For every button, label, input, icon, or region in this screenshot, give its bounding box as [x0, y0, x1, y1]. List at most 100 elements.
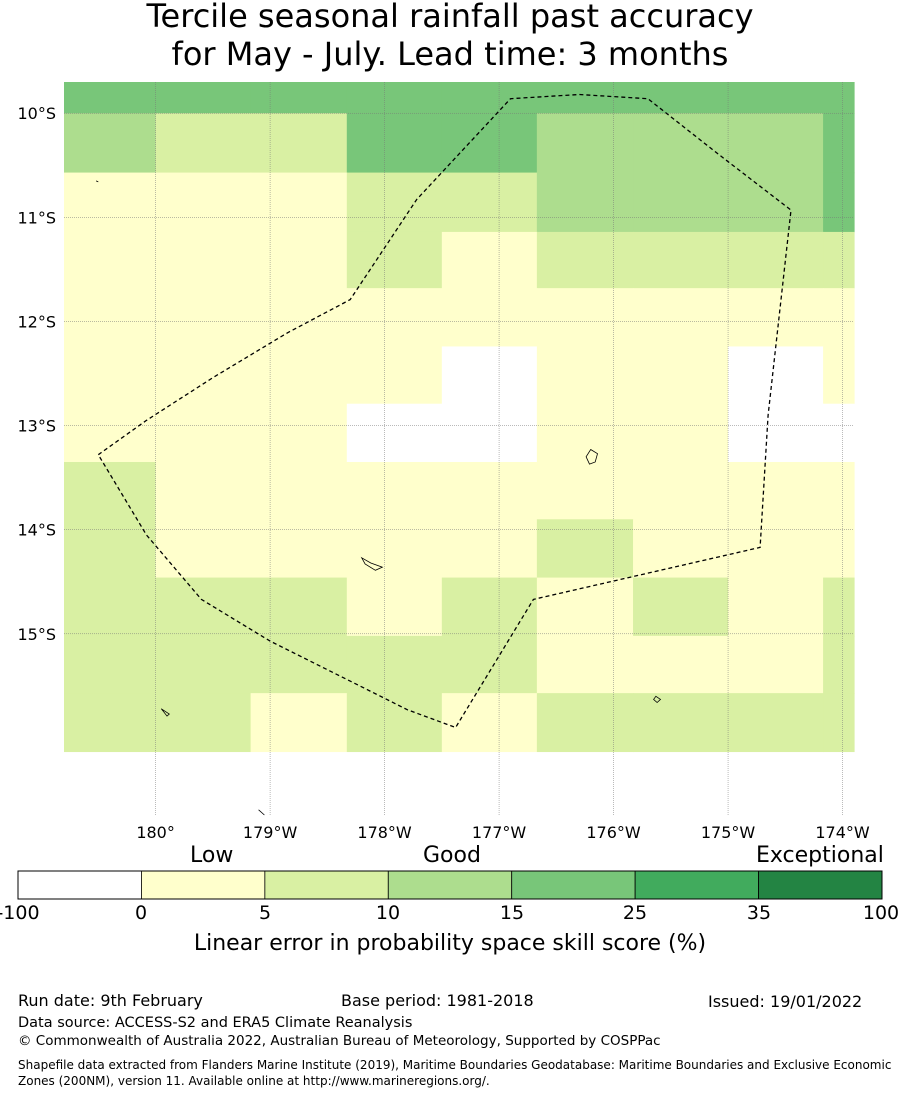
colorbar-segment [17, 870, 142, 900]
skill-cell [728, 635, 824, 694]
skill-cell [728, 288, 824, 348]
longitude-tick-label: 179°W [243, 823, 298, 842]
skill-cell [823, 635, 855, 694]
island-outline [585, 448, 598, 465]
skill-cell [250, 82, 348, 114]
skill-cell [728, 82, 824, 114]
skill-cell [823, 346, 855, 405]
skill-cell [155, 172, 252, 233]
island-outline [95, 180, 99, 183]
skill-cell [728, 577, 824, 637]
skill-cell [346, 519, 443, 579]
skill-cell [346, 82, 443, 114]
skill-cell [823, 577, 855, 637]
skill-cell [536, 82, 634, 114]
skill-cell [441, 346, 538, 405]
skill-cell [64, 172, 157, 233]
skill-grid [64, 82, 855, 753]
colorbar-tick: 10 [375, 902, 401, 924]
copyright: © Commonwealth of Australia 2022, Austra… [18, 1033, 661, 1049]
skill-cell [536, 403, 634, 463]
colorbar-tick: 100 [862, 902, 900, 924]
map-title-line-1: Tercile seasonal rainfall past accuracy [146, 0, 754, 35]
skill-cell [441, 635, 538, 694]
latitude-tick-label: 13°S [17, 417, 56, 436]
skill-cell [250, 346, 348, 405]
island-outline [258, 809, 265, 816]
skill-cell [728, 693, 824, 753]
skill-cell [64, 346, 157, 405]
colorbar-tick: 25 [622, 902, 648, 924]
skill-cell [536, 288, 634, 348]
skill-cell [155, 346, 252, 405]
skill-cell [64, 82, 157, 114]
skill-cell [64, 577, 157, 637]
skill-cell [441, 288, 538, 348]
skill-cell [346, 635, 443, 694]
skill-cell [441, 231, 538, 289]
skill-cell [823, 693, 855, 753]
latitude-tick-label: 10°S [17, 104, 56, 123]
shapefile-note: Shapefile data extracted from Flanders M… [18, 1058, 892, 1088]
skill-cell [728, 403, 824, 463]
island-outline [360, 556, 384, 571]
islands [95, 180, 662, 816]
skill-cell [823, 82, 855, 114]
skill-cell [633, 462, 729, 520]
skill-cell [823, 231, 855, 289]
map-title-line-2: for May - July. Lead time: 3 months [171, 35, 729, 73]
skill-cell [346, 288, 443, 348]
skill-cell [728, 462, 824, 520]
skill-cell [441, 693, 538, 753]
skill-cell [64, 519, 157, 579]
colorbar-frame [17, 870, 883, 900]
skill-cell [633, 113, 729, 174]
skill-cell [64, 231, 157, 289]
issued-date: Issued: 19/01/2022 [708, 992, 863, 1011]
skill-cell [728, 113, 824, 174]
longitude-tick-label: 176°W [586, 823, 641, 842]
latitude-tick-label: 12°S [17, 312, 56, 331]
skill-cell [633, 403, 729, 463]
skill-cell [633, 231, 729, 289]
skill-cell [64, 462, 157, 520]
skill-cell [633, 693, 729, 753]
colorbar-segment [634, 870, 759, 900]
longitude-tick-label: 175°W [701, 823, 756, 842]
skill-cell [346, 113, 443, 174]
skill-cell [536, 577, 634, 637]
skill-cell [441, 577, 538, 637]
longitude-tick-label: 178°W [357, 823, 412, 842]
skill-cell [64, 693, 157, 753]
skill-cell [536, 113, 634, 174]
skill-cell [155, 519, 252, 579]
skill-cell [155, 577, 252, 637]
skill-cell [250, 462, 348, 520]
skill-cell [250, 172, 348, 233]
colorbar-segment [511, 870, 636, 900]
skill-cell [441, 403, 538, 463]
skill-cell [346, 577, 443, 637]
colorbar-tick: 5 [258, 902, 272, 924]
skill-cell [346, 462, 443, 520]
latitude-ticks: 10°S 11°S 12°S 13°S 14°S 15°S [17, 104, 56, 644]
skill-cell [346, 693, 443, 753]
island-outline [160, 708, 170, 717]
skill-cell [728, 231, 824, 289]
skill-cell [346, 172, 443, 233]
skill-cell [155, 403, 252, 463]
skill-cell [250, 577, 348, 637]
skill-cell [823, 462, 855, 520]
colorbar-tick: 35 [746, 902, 772, 924]
skill-cell [346, 231, 443, 289]
data-source: Data source: ACCESS-S2 and ERA5 Climate … [18, 1015, 413, 1031]
colorbar-tick: 15 [499, 902, 525, 924]
skill-cell [155, 113, 252, 174]
skill-cell [250, 113, 348, 174]
skill-cell [441, 519, 538, 579]
colorbar-word-low: Low [190, 843, 234, 868]
skill-cell [823, 288, 855, 348]
skill-cell [64, 635, 157, 694]
longitude-ticks: 180° 179°W 178°W 177°W 176°W 175°W 174°W [136, 823, 870, 842]
skill-cell [536, 462, 634, 520]
